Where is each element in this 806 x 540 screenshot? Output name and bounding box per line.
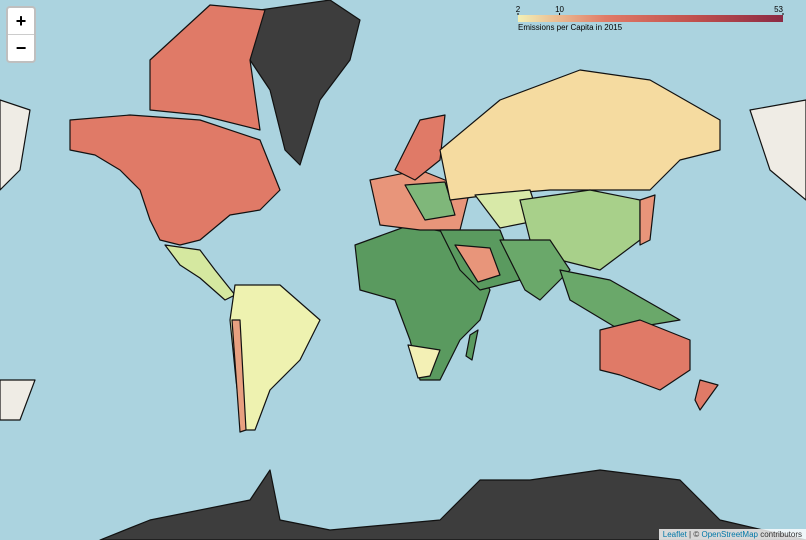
madagascar [465, 329, 479, 361]
antarctica [99, 469, 806, 540]
arabia [454, 244, 501, 283]
color-bar [518, 15, 783, 22]
north-america [69, 114, 281, 246]
scandinavia [394, 114, 446, 181]
attribution: Leaflet | © OpenStreetMap contributors [658, 529, 806, 540]
tick-label: 2 [516, 5, 521, 14]
india [499, 239, 571, 301]
eastern-europe [404, 181, 456, 221]
attribution-text: | © [689, 530, 700, 539]
south-america [229, 284, 321, 431]
legend-title: Emissions per Capita in 2015 [518, 23, 623, 32]
new-zealand [694, 379, 719, 411]
attribution-text: contributors [760, 530, 802, 539]
tick-label: 53 [774, 5, 783, 14]
chile [231, 319, 247, 433]
central-america [164, 244, 236, 301]
arctic-islands [149, 4, 266, 131]
leaflet-link[interactable]: Leaflet [662, 530, 687, 539]
greenland [249, 0, 361, 166]
southeast-asia [559, 269, 681, 331]
russia [439, 69, 721, 201]
japan [639, 194, 656, 246]
south-africa [407, 344, 441, 379]
zoom-out[interactable]: − [8, 34, 34, 61]
zoom-in[interactable]: + [15, 11, 27, 31]
osm-link[interactable]: OpenStreetMap [701, 530, 758, 539]
australia [599, 319, 691, 391]
land [0, 99, 806, 421]
zoom-control: + − [6, 6, 36, 63]
legend: 2 10 53 Emissions per Capita in 2015 [516, 5, 784, 32]
tick-label: 10 [555, 5, 564, 14]
